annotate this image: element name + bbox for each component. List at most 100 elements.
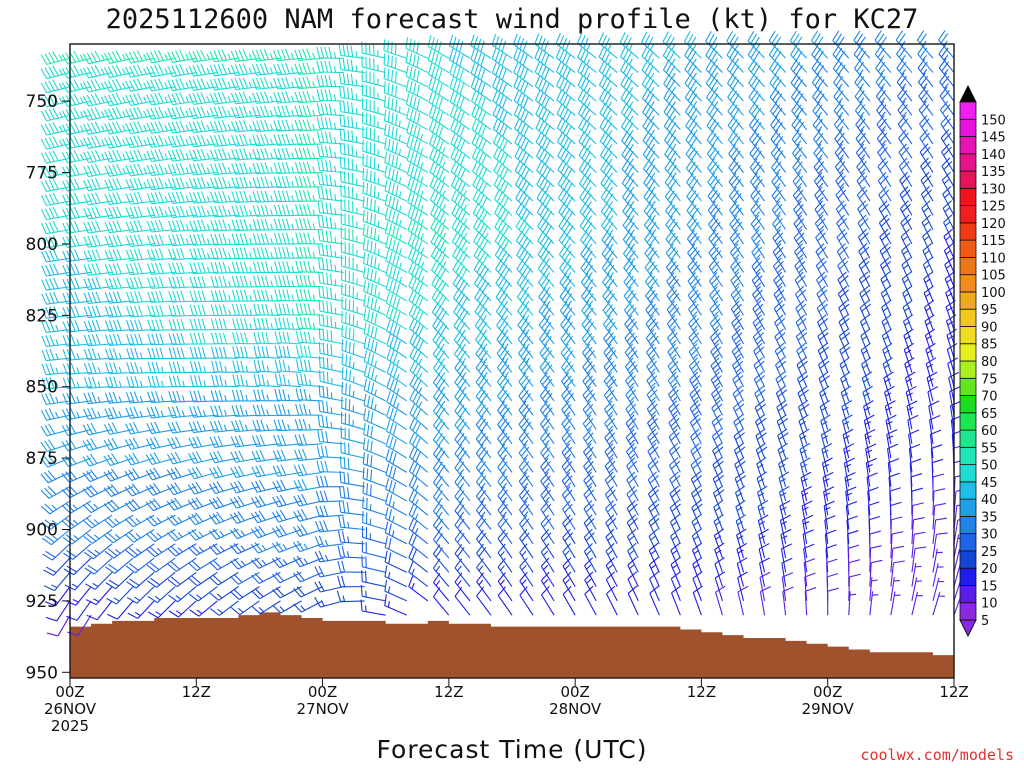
wind-barb (362, 209, 386, 231)
wind-barb (773, 300, 787, 330)
wind-barb (231, 247, 260, 260)
wind-barb (406, 107, 429, 131)
wind-barb (780, 528, 792, 559)
wind-barb (689, 414, 702, 445)
wind-barb (40, 136, 71, 150)
wind-barb (432, 572, 450, 602)
wind-barb (168, 248, 197, 261)
wind-barb (362, 437, 386, 459)
wind-barb (341, 282, 365, 302)
wind-barb (708, 243, 723, 273)
wind-barb (911, 531, 926, 559)
wind-barb (877, 171, 892, 202)
wind-barb (83, 333, 113, 347)
wind-barb (231, 134, 260, 147)
wind-barb (540, 443, 555, 473)
wind-barb (293, 509, 323, 522)
wind-barb (519, 543, 534, 573)
x-tick-label: 26NOV (44, 700, 97, 718)
wind-barb (605, 571, 618, 602)
wind-barb (815, 243, 829, 273)
wind-barb (794, 243, 808, 273)
wind-barb (210, 162, 239, 176)
wind-barb (600, 145, 618, 173)
wind-barb (168, 347, 197, 360)
wind-barb (751, 257, 766, 288)
wind-barb (454, 429, 471, 459)
wind-barb (450, 161, 471, 188)
wind-barb (294, 147, 323, 160)
wind-barb (253, 359, 281, 373)
wind-barb (319, 370, 344, 388)
wind-barb (471, 132, 492, 159)
wind-barb (517, 315, 534, 345)
wind-barb (605, 557, 618, 587)
wind-barb (476, 543, 492, 573)
wind-barb (665, 215, 681, 245)
wind-barb (854, 72, 871, 102)
wind-barb (773, 271, 787, 302)
wind-barb (752, 328, 766, 359)
wind-barb (274, 246, 302, 259)
wind-barb (317, 257, 344, 274)
wind-barb (188, 191, 218, 204)
wind-barb (318, 327, 344, 345)
wind-barb (774, 328, 787, 359)
wind-barb (189, 290, 218, 303)
wind-barb (561, 414, 576, 445)
wind-barb (538, 301, 555, 330)
wind-barb (626, 528, 639, 559)
wind-barb (911, 562, 922, 587)
wind-barb (771, 186, 787, 216)
wind-barb (450, 175, 471, 202)
wind-barb (493, 160, 513, 188)
wind-barb (147, 347, 176, 360)
wind-barb (647, 471, 660, 502)
wind-barb (582, 400, 597, 430)
wind-barb (878, 186, 892, 216)
wind-barb (919, 143, 934, 173)
wind-barb (641, 59, 660, 88)
colorbar-label: 140 (981, 148, 1006, 163)
wind-barb (44, 586, 71, 607)
wind-barb (560, 329, 576, 359)
wind-barb (430, 245, 450, 273)
wind-barb (83, 206, 113, 220)
wind-barb (876, 129, 892, 159)
wind-barb (772, 257, 787, 288)
wind-barb (126, 347, 155, 360)
wind-barb (814, 214, 829, 245)
wind-barb (665, 258, 681, 288)
wind-barb (781, 572, 794, 601)
colorbar-label: 15 (981, 579, 998, 594)
wind-barb (384, 207, 408, 231)
wind-barb (253, 303, 281, 316)
wind-barb (168, 586, 197, 603)
wind-barb (823, 500, 835, 530)
wind-barb (832, 58, 850, 88)
wind-barb (252, 204, 281, 217)
wind-barb (451, 231, 471, 259)
wind-barb (841, 414, 853, 444)
wind-barb (41, 334, 71, 348)
wind-barb (340, 212, 365, 231)
x-tick-label: 27NOV (297, 700, 350, 718)
wind-barb (562, 500, 576, 530)
wind-barb (792, 158, 808, 188)
wind-barb (40, 51, 71, 66)
wind-barb (476, 572, 492, 602)
wind-barb (890, 577, 900, 601)
wind-barb (790, 87, 808, 116)
wind-barb (854, 101, 871, 131)
wind-barb (648, 500, 660, 530)
wind-barb (83, 348, 113, 361)
colorbar-label: 75 (981, 372, 998, 387)
wind-barb (408, 261, 429, 288)
wind-barb (407, 205, 429, 231)
wind-barb (884, 400, 896, 430)
wind-barb (540, 500, 555, 530)
wind-barb (867, 486, 879, 516)
wind-barb (210, 233, 239, 246)
wind-barb (555, 46, 576, 73)
wind-barb (583, 543, 597, 573)
